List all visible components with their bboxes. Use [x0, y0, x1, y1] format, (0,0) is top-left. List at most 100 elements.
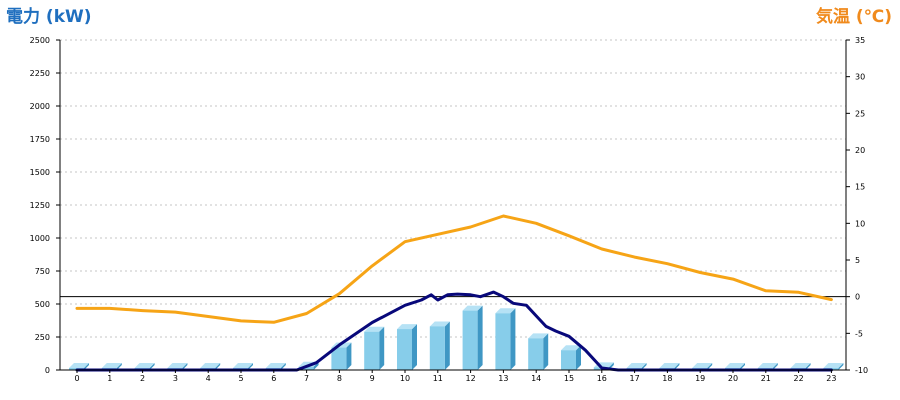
right-tick-label: 0: [855, 293, 860, 302]
left-tick-label: 1750: [30, 135, 50, 144]
bar-top: [167, 363, 188, 368]
bar-side: [838, 363, 844, 370]
left-tick-label: 1250: [30, 201, 50, 210]
x-tick-label: 1: [107, 374, 112, 383]
bar-top: [561, 345, 581, 351]
bar-top: [200, 363, 221, 368]
bar-side: [772, 363, 778, 370]
bar-side: [280, 363, 286, 370]
bar-side: [674, 363, 680, 370]
x-tick-label: 4: [206, 374, 211, 383]
right-tick-label: 10: [855, 219, 865, 228]
left-tick-label: 2500: [30, 36, 50, 45]
x-tick-label: 3: [173, 374, 178, 383]
right-tick-label: 5: [855, 256, 860, 265]
x-tick-label: 2: [140, 374, 145, 383]
x-tick-label: 8: [337, 374, 342, 383]
temperature-line-layer: [75, 214, 833, 324]
bar-side: [149, 363, 155, 370]
left-tick-label: 1000: [30, 234, 50, 243]
left-tick-label: 0: [45, 366, 50, 375]
left-tick-label: 750: [35, 267, 50, 276]
bar-top: [528, 333, 549, 339]
x-tick-label: 5: [238, 374, 243, 383]
bar-top: [659, 363, 680, 368]
x-tick-label: 11: [433, 374, 443, 383]
x-tick-label: 16: [597, 374, 607, 383]
grid-layer: [60, 39, 846, 338]
bar-front: [364, 331, 380, 370]
x-tick-label: 10: [400, 374, 410, 383]
right-tick-label: 20: [855, 146, 865, 155]
bar-side: [182, 363, 188, 370]
right-tick-label: -10: [855, 366, 868, 375]
x-tick-label: 20: [728, 374, 738, 383]
bar-top: [134, 363, 155, 368]
x-tick-label: 22: [794, 374, 804, 383]
right-tick-label: 25: [855, 109, 865, 118]
bar-front: [462, 310, 478, 370]
x-tick-label: 6: [271, 374, 276, 383]
left-tick-label: 1500: [30, 168, 50, 177]
bar: [561, 345, 581, 370]
bar-side: [346, 342, 352, 370]
bar-side: [116, 363, 122, 370]
bar-top: [265, 363, 286, 368]
x-tick-label: 19: [695, 374, 705, 383]
bar-top: [757, 363, 778, 368]
bar-side: [510, 308, 516, 370]
bar-side: [215, 363, 221, 370]
x-tick-label: 15: [564, 374, 574, 383]
x-tick-label: 7: [304, 374, 309, 383]
bar-front: [528, 338, 544, 370]
bar-top: [233, 363, 253, 368]
temperature-line: [75, 214, 833, 324]
x-tick-label: 12: [466, 374, 476, 383]
bar: [462, 305, 483, 370]
bar-side: [412, 324, 417, 370]
right-tick-label: 15: [855, 183, 865, 192]
bar-side: [543, 333, 549, 370]
bar: [528, 333, 549, 370]
bar-top: [790, 363, 811, 368]
bar-front: [495, 313, 511, 370]
bar: [397, 324, 417, 370]
bar-side: [740, 363, 745, 370]
bar-front: [298, 366, 314, 370]
bar: [331, 342, 352, 370]
x-tick-label: 14: [531, 374, 541, 383]
bar-front: [429, 326, 445, 370]
x-tick-label: 17: [630, 374, 640, 383]
bar-side: [576, 345, 581, 370]
x-tick-label: 21: [761, 374, 771, 383]
bar-top: [462, 305, 483, 311]
bar-side: [379, 326, 385, 370]
bar: [495, 308, 516, 370]
bar-top: [429, 321, 450, 327]
bar-front: [397, 329, 412, 370]
bar-top: [823, 363, 844, 368]
bar: [429, 321, 450, 370]
left-tick-label: 250: [35, 333, 50, 342]
right-axis-title: 気温 (℃): [815, 7, 892, 27]
left-axis-title: 電力 (kW): [6, 7, 92, 27]
bar-top: [101, 363, 122, 368]
bar-side: [805, 363, 811, 370]
x-tick-label: 23: [826, 374, 836, 383]
left-tick-label: 500: [35, 300, 50, 309]
bar-top: [495, 308, 516, 314]
bar-side: [641, 363, 647, 370]
bar-top: [69, 363, 89, 368]
right-tick-label: 35: [855, 36, 865, 45]
bar-side: [707, 363, 713, 370]
bar-top: [364, 326, 385, 332]
bar-side: [444, 321, 450, 370]
right-tick-label: 30: [855, 73, 865, 82]
axes-layer: 02505007501000125015001750200022502500-1…: [30, 36, 868, 383]
x-tick-label: 9: [370, 374, 375, 383]
bar-side: [477, 305, 483, 370]
bar-side: [248, 363, 253, 370]
bar-top: [397, 324, 417, 330]
x-tick-label: 13: [498, 374, 508, 383]
